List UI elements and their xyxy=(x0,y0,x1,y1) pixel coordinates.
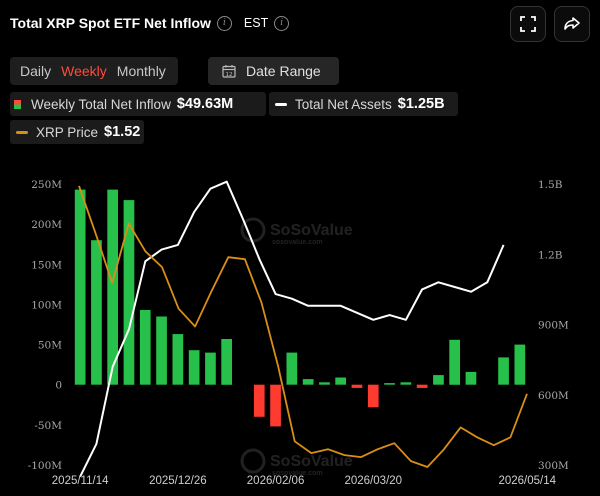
inflow-bar xyxy=(449,339,460,385)
watermark-brand-bottom: SoSoValue xyxy=(270,453,353,470)
left-tick-label: 200M xyxy=(31,219,62,231)
legend-net-inflow[interactable]: Weekly Total Net Inflow $49.63M xyxy=(10,92,266,116)
calendar-day: 12 xyxy=(226,72,233,78)
x-tick-label: 2026/02/06 xyxy=(247,475,305,487)
x-axis: 2025/11/14 2025/12/26 2026/02/06 2026/03/20… xyxy=(52,475,557,487)
inflow-bar xyxy=(156,316,167,385)
legend-net-assets-value: $1.25B xyxy=(397,96,445,112)
inflow-bar xyxy=(205,352,216,385)
legend-net-assets[interactable]: Total Net Assets $1.25B xyxy=(269,92,458,116)
legend-price-label: XRP Price xyxy=(36,124,99,140)
inflow-bars xyxy=(74,189,526,427)
inflow-bar xyxy=(498,357,509,385)
x-tick-label: 2025/11/14 xyxy=(52,475,109,487)
inflow-bar xyxy=(319,382,330,385)
right-tick-label: 600M xyxy=(538,390,569,402)
left-tick-label: 150M xyxy=(31,259,62,271)
bar-swatch xyxy=(14,99,21,109)
inflow-bar xyxy=(270,384,281,427)
inflow-bar xyxy=(335,377,346,385)
price-line-swatch xyxy=(16,130,28,134)
right-axis: 1.5B 1.2B 900M 600M 300M xyxy=(538,179,569,472)
fullscreen-button[interactable] xyxy=(510,6,546,42)
left-tick-label: -100M xyxy=(28,460,63,472)
left-tick-label: 250M xyxy=(31,179,62,191)
interval-tabs: Daily Weekly Monthly xyxy=(10,57,178,85)
inflow-bar xyxy=(286,352,298,385)
info-icon[interactable]: i xyxy=(216,15,232,31)
left-tick-label: 100M xyxy=(31,299,62,311)
timezone-label: EST xyxy=(243,16,269,30)
inflow-bar xyxy=(123,200,135,385)
inflow-bar xyxy=(74,189,86,385)
chart-area: SoSoValue sosovalue.com SoSoValue sosova… xyxy=(28,179,569,487)
calendar-icon: 12 xyxy=(222,65,236,78)
inflow-bar xyxy=(351,384,363,388)
legend-price-value: $1.52 xyxy=(104,124,141,140)
share-icon xyxy=(564,17,580,30)
watermark-url-bottom: sosovalue.com xyxy=(272,470,323,477)
inflow-bar xyxy=(514,344,526,385)
inflow-bar xyxy=(107,189,118,385)
legend-net-inflow-value: $49.63M xyxy=(176,96,234,112)
inflow-bar xyxy=(91,240,102,385)
left-tick-label: 50M xyxy=(38,340,62,352)
x-tick-label: 2025/12/26 xyxy=(149,475,207,487)
legend-price[interactable]: XRP Price $1.52 xyxy=(10,120,144,144)
share-button[interactable] xyxy=(554,6,590,42)
fullscreen-icon xyxy=(520,16,536,32)
right-tick-label: 900M xyxy=(538,320,569,332)
page-title: Total XRP Spot ETF Net Inflow xyxy=(10,15,211,31)
inflow-bar xyxy=(221,339,232,385)
inflow-bar xyxy=(416,384,428,388)
inflow-bar xyxy=(253,384,265,417)
watermark-top: SoSoValue sosovalue.com xyxy=(240,217,353,246)
inflow-bar xyxy=(400,382,412,385)
tab-monthly[interactable]: Monthly xyxy=(116,63,166,79)
watermark-url-top: sosovalue.com xyxy=(272,239,323,246)
assets-line-swatch xyxy=(275,102,287,106)
right-tick-label: 300M xyxy=(538,460,569,472)
inflow-bar xyxy=(172,334,184,385)
inflow-bar xyxy=(433,375,444,385)
left-tick-label: -50M xyxy=(34,420,62,432)
x-tick-label: 2026/03/20 xyxy=(345,475,403,487)
inflow-bar xyxy=(188,350,200,385)
tab-weekly[interactable]: Weekly xyxy=(61,63,107,79)
right-tick-label: 1.5B xyxy=(538,179,563,191)
x-tick-label: 2026/05/14 xyxy=(498,475,556,487)
watermark-logo-bottom xyxy=(240,448,266,474)
inflow-bar xyxy=(384,383,395,385)
inflow-bar xyxy=(465,371,477,385)
right-tick-label: 1.2B xyxy=(538,249,563,261)
date-range-label: Date Range xyxy=(246,63,321,79)
timezone-info-icon[interactable]: i xyxy=(274,15,290,31)
price-line xyxy=(78,185,528,468)
inflow-bar xyxy=(302,379,314,385)
legend-net-inflow-label: Weekly Total Net Inflow xyxy=(31,96,171,112)
legend-net-assets-label: Total Net Assets xyxy=(295,96,392,112)
chart-header: Total XRP Spot ETF Net Inflow i EST i xyxy=(10,12,290,34)
left-axis: 250M 200M 150M 100M 50M 0 -50M -100M xyxy=(28,179,63,472)
date-range-button[interactable]: 12 Date Range xyxy=(208,57,339,85)
left-tick-label: 0 xyxy=(55,380,62,392)
watermark-bottom: SoSoValue sosovalue.com xyxy=(240,448,353,477)
tab-daily[interactable]: Daily xyxy=(20,63,52,79)
inflow-bar xyxy=(139,310,151,385)
inflow-bar xyxy=(367,384,379,408)
watermark-brand-top: SoSoValue xyxy=(270,222,353,239)
